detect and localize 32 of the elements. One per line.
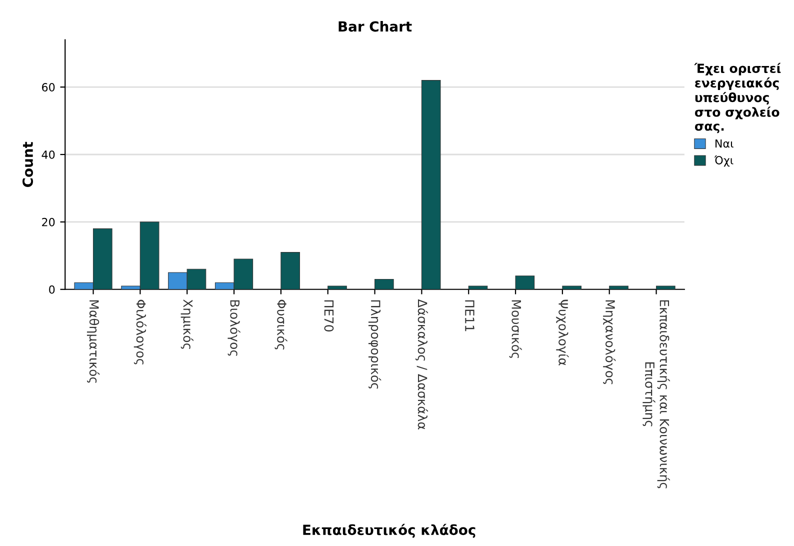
x-tick-label: ΠΕ70: [324, 300, 334, 332]
y-tick-label: 0: [49, 285, 55, 294]
bar: [280, 252, 300, 290]
x-tick-label: Πληροφορικός: [368, 300, 382, 389]
bar: [374, 278, 394, 290]
x-axis-title: Εκπαιδευτικός κλάδος: [303, 524, 476, 538]
legend-label: Όχι: [714, 155, 734, 167]
x-tick-label: ΠΕ11: [465, 300, 474, 332]
bar: [328, 286, 347, 290]
bar: [656, 286, 676, 290]
bar: [515, 276, 535, 290]
bar: [421, 80, 441, 290]
legend-title: Έχει οριστεί ενεργειακός υπεύθυνος στο σχολείο σας.: [694, 62, 781, 134]
x-tick-label: Φιλόλογος: [134, 300, 146, 364]
chart-title: Bar Chart: [338, 20, 412, 32]
y-tick-label: 60: [42, 83, 55, 92]
x-tick-label: Δάσκαλος / Δασκάλα: [415, 299, 428, 430]
x-tick-label: Βιολόγος: [228, 300, 240, 356]
legend-label: Ναι: [716, 139, 734, 148]
x-tick-label: Φυσικός: [274, 300, 288, 350]
x-tick-label: Ψυχολογία: [556, 300, 569, 366]
y-axis-title: Count: [22, 142, 33, 187]
y-tick-label: 40: [42, 150, 55, 159]
y-tick-label: 20: [42, 218, 55, 226]
bar: [468, 286, 488, 290]
x-tick-label: Χημικός: [180, 299, 194, 349]
x-tick-label: Μηχανολόγος: [603, 300, 616, 384]
x-tick-label: Μουσικός: [509, 300, 522, 358]
bar: [562, 286, 582, 290]
x-tick-label: Μαθηματικός: [86, 300, 100, 383]
bar: [609, 286, 628, 290]
x-tick-label: Εκπαιδευτικής και Κοινωνικής Επιστήμης: [642, 300, 670, 488]
